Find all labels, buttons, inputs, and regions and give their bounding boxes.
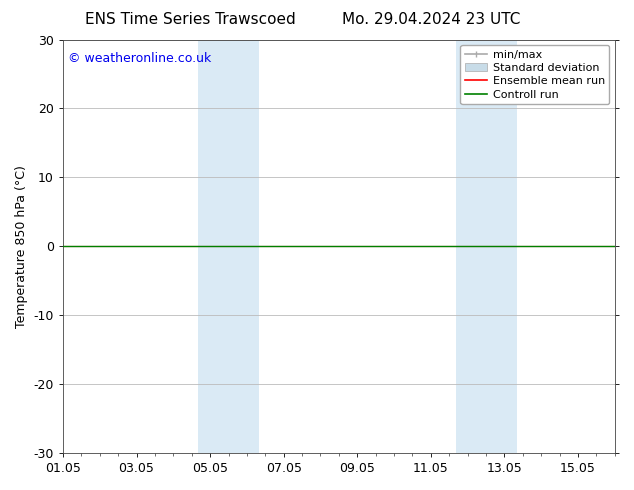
Y-axis label: Temperature 850 hPa (°C): Temperature 850 hPa (°C) xyxy=(15,165,28,328)
Legend: min/max, Standard deviation, Ensemble mean run, Controll run: min/max, Standard deviation, Ensemble me… xyxy=(460,45,609,104)
Text: Mo. 29.04.2024 23 UTC: Mo. 29.04.2024 23 UTC xyxy=(342,12,521,27)
Bar xyxy=(198,40,259,453)
Text: © weatheronline.co.uk: © weatheronline.co.uk xyxy=(68,52,212,65)
Bar xyxy=(455,40,517,453)
Text: ENS Time Series Trawscoed: ENS Time Series Trawscoed xyxy=(85,12,295,27)
